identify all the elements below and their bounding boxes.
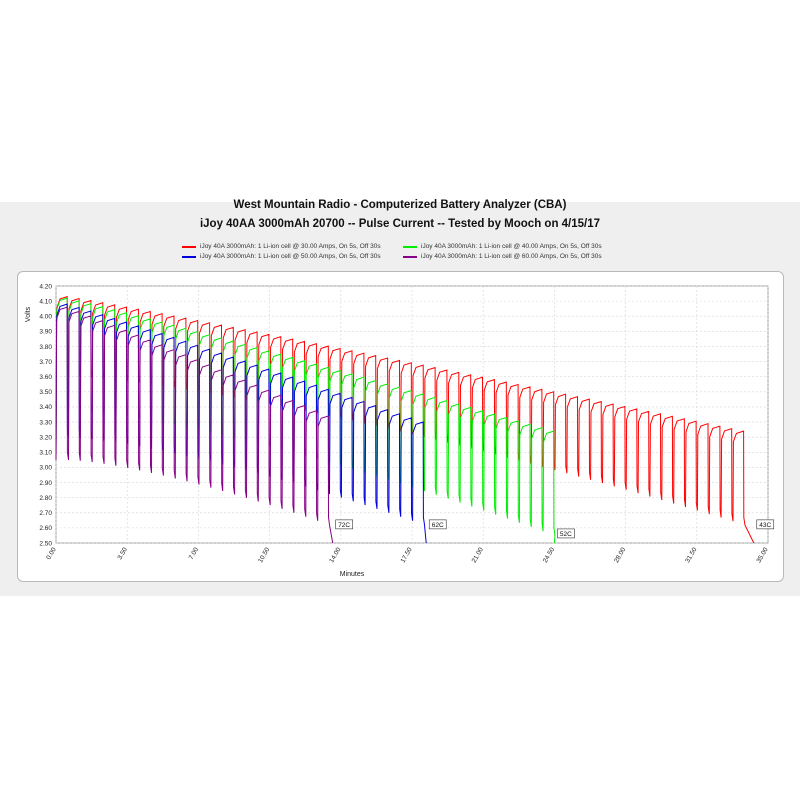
legend-item-40a: iJoy 40A 3000mAh: 1 Li-ion cell @ 40.00 … <box>403 243 602 250</box>
y-tick-label: 3.20 <box>39 434 52 441</box>
y-tick-label: 3.50 <box>39 389 52 396</box>
end-label-1: 43C <box>759 522 771 529</box>
x-tick-label: 0.00 <box>45 546 58 561</box>
end-label-box-3 <box>428 519 447 530</box>
x-tick-label: 7.00 <box>188 546 201 561</box>
y-tick-label: 2.60 <box>39 525 52 532</box>
y-tick-label: 3.90 <box>39 329 52 336</box>
x-tick-label: 3.50 <box>117 546 130 561</box>
legend-label-60a: iJoy 40A 3000mAh: 1 Li-ion cell @ 60.00 … <box>421 253 602 260</box>
series-line-4 <box>55 306 334 544</box>
x-tick-label: 28.00 <box>613 546 627 564</box>
legend-swatch-30a <box>182 245 196 248</box>
end-label-box-4 <box>335 519 353 530</box>
y-tick-label: 3.00 <box>39 465 52 472</box>
legend-label-30a: iJoy 40A 3000mAh: 1 Li-ion cell @ 30.00 … <box>200 243 381 250</box>
y-tick-label: 3.10 <box>39 450 52 457</box>
y-tick-label: 2.50 <box>39 540 52 547</box>
chart-title: West Mountain Radio - Computerized Batte… <box>233 199 567 211</box>
y-tick-label: 2.80 <box>39 495 52 502</box>
x-tick-label: 14.00 <box>328 546 342 564</box>
legend-label-40a: iJoy 40A 3000mAh: 1 Li-ion cell @ 40.00 … <box>421 243 602 250</box>
y-tick-label: 2.70 <box>39 510 52 517</box>
legend-swatch-50a <box>182 255 196 258</box>
legend-swatch-40a <box>403 245 417 248</box>
x-tick-label: 35.00 <box>756 546 770 564</box>
x-tick-label: 21.00 <box>471 546 485 564</box>
y-tick-label: 4.10 <box>39 298 52 305</box>
end-label-3: 62C <box>432 522 444 529</box>
x-tick-label: 24.50 <box>542 546 556 564</box>
y-tick-label: 3.40 <box>39 404 52 411</box>
legend-label-50a: iJoy 40A 3000mAh: 1 Li-ion cell @ 50.00 … <box>200 253 381 260</box>
y-tick-label: 4.00 <box>39 314 52 321</box>
y-tick-label: 2.90 <box>39 480 52 487</box>
y-tick-label: 3.30 <box>39 419 52 426</box>
x-tick-label: 17.50 <box>400 546 414 564</box>
end-label-box-1 <box>756 519 775 530</box>
legend-swatch-60a <box>403 255 417 258</box>
x-tick-label: 31.50 <box>684 546 698 564</box>
y-tick-label: 3.60 <box>39 374 52 381</box>
end-label-4: 72C <box>338 522 350 529</box>
chart-subtitle: iJoy 40AA 3000mAh 20700 -- Pulse Current… <box>199 218 601 230</box>
x-tick-label: 10.50 <box>257 546 271 564</box>
y-tick-label: 3.70 <box>39 359 52 366</box>
end-label-box-2 <box>557 528 575 539</box>
end-label-2: 52C <box>560 531 572 538</box>
x-axis-label: Minutes <box>340 571 365 578</box>
legend-item-50a: iJoy 40A 3000mAh: 1 Li-ion cell @ 50.00 … <box>182 253 381 260</box>
y-axis-label: Volts <box>25 306 32 322</box>
legend-item-60a: iJoy 40A 3000mAh: 1 Li-ion cell @ 60.00 … <box>403 253 602 260</box>
y-tick-label: 3.80 <box>39 344 52 351</box>
legend-item-30a: iJoy 40A 3000mAh: 1 Li-ion cell @ 30.00 … <box>182 243 381 250</box>
y-tick-label: 4.20 <box>39 283 52 290</box>
